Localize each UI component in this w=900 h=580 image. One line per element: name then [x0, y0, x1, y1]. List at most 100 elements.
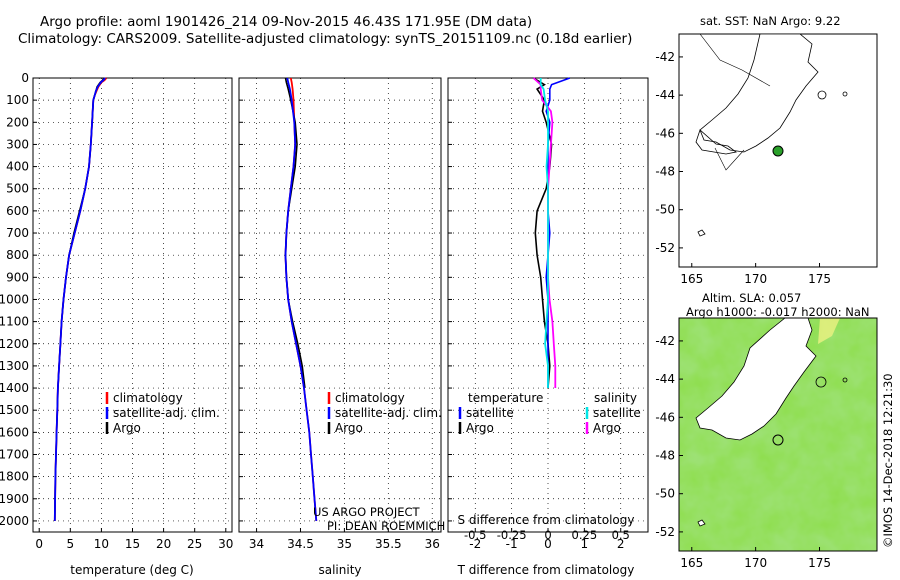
difference-legend-temp-satellite-label: satellite [466, 406, 514, 420]
sla-map-frame [678, 317, 878, 552]
temperature-legend-climatology-label: climatology [113, 391, 183, 405]
temperature-ytick-label: 300 [6, 137, 29, 151]
sla-argo-marker [772, 434, 784, 446]
temperature-ytick-label: 200 [6, 115, 29, 129]
difference-xtick-label: 1 [581, 537, 589, 551]
difference-xtick-label: -1 [506, 537, 518, 551]
temperature-ytick-label: 1100 [0, 315, 29, 329]
figure-title-line1: Argo profile: aoml 1901426_214 09-Nov-20… [40, 14, 532, 30]
sla-map-xtick-label: 170 [744, 556, 767, 570]
difference-s-tick-label: 0.25 [572, 528, 598, 542]
temperature-ytick-label: 1700 [0, 447, 29, 461]
sst-map-coastline [690, 34, 848, 237]
temperature-ytick-label: 1800 [0, 470, 29, 484]
salinity-xtick-label: 36 [425, 537, 440, 551]
temperature-xtick-label: 10 [94, 537, 109, 551]
sla-map-title-line2: Argo h1000: -0.017 h2000: NaN [686, 305, 870, 319]
sst-map-ytick-label: -48 [655, 165, 675, 179]
salinity-xtick-label: 34 [249, 537, 264, 551]
salinity-legend-argo-label: Argo [335, 421, 363, 435]
sst-map-panel: sat. SST: NaN Argo: 9.22 165 170 175 -42 -44… [655, 14, 878, 286]
difference-legend-sal-argo-label: Argo [593, 421, 621, 435]
temperature-ytick-label: 1900 [0, 492, 29, 506]
difference-temp-argo-line [533, 77, 553, 389]
imos-credit: ©IMOS 14-Dec-2018 12:21:30 [881, 373, 895, 548]
pi-credit: PI: DEAN ROEMMICH [327, 519, 445, 533]
temperature-ytick-label: 1300 [0, 359, 29, 373]
difference-s-xlabel: S difference from climatology [458, 513, 635, 527]
temperature-ytick-label: 500 [6, 182, 29, 196]
difference-t-xlabel: T difference from climatology [457, 563, 635, 577]
sla-map-ytick-label: -50 [655, 487, 675, 501]
sla-map-panel: Altim. SLA: 0.057 Argo h1000: -0.017 h20… [655, 291, 895, 570]
temperature-argo-line [54, 77, 105, 521]
sla-map-ytick-label: -42 [655, 334, 675, 348]
salinity-xtick-label: 35.5 [375, 537, 402, 551]
temperature-xtick-label: 20 [156, 537, 171, 551]
temperature-satellite-line [53, 77, 106, 521]
difference-frame [447, 77, 649, 533]
sla-map-axes: 165 170 175 -42 -44 -46 -48 -50 -52 [655, 334, 831, 570]
sst-map-ytick-label: -42 [655, 50, 675, 64]
sst-map-ytick-label: -46 [655, 126, 675, 140]
temperature-ytick-label: 2000 [0, 514, 29, 528]
temperature-xtick-label: 5 [66, 537, 74, 551]
sla-field [679, 318, 877, 551]
temperature-ytick-label: 600 [6, 204, 29, 218]
sla-map-ytick-label: -52 [655, 525, 675, 539]
temperature-ytick-label: 100 [6, 93, 29, 107]
argo-location-marker [772, 145, 784, 157]
salinity-xtick-label: 35 [337, 537, 352, 551]
sst-map-ytick-label: -44 [655, 88, 675, 102]
temperature-legend-satellite-label: satellite-adj. clim. [113, 406, 220, 420]
temperature-ytick-label: 0 [21, 71, 29, 85]
difference-s-tick-label: 0.5 [612, 528, 630, 542]
sst-map-axes: 165 170 175 -42 -44 -46 -48 -50 -52 [655, 50, 831, 286]
temperature-xtick-label: 15 [125, 537, 140, 551]
sla-map-xtick-label: 175 [808, 556, 831, 570]
temperature-ytick-label: 800 [6, 248, 29, 262]
sla-map-ytick-label: -48 [655, 449, 675, 463]
figure-title-line2: Climatology: CARS2009. Satellite-adjuste… [18, 31, 632, 47]
temperature-ytick-label: 1000 [0, 292, 29, 306]
sla-map-ytick-label: -46 [655, 410, 675, 424]
temperature-ytick-label: 1400 [0, 381, 29, 395]
salinity-xtick-label: 34.5 [287, 537, 314, 551]
sla-map-ytick-label: -44 [655, 372, 675, 386]
difference-legend-sal-satellite-label: satellite [593, 406, 641, 420]
difference-xtick-label: -2 [469, 537, 481, 551]
sst-map-title: sat. SST: NaN Argo: 9.22 [700, 14, 841, 28]
temperature-frame [32, 77, 233, 533]
salinity-satellite-line [284, 77, 318, 521]
difference-legend-temp-argo-label: Argo [466, 421, 494, 435]
temperature-ytick-label: 400 [6, 160, 29, 174]
temperature-legend-argo-label: Argo [113, 421, 141, 435]
temperature-xlabel: temperature (deg C) [70, 563, 193, 577]
sla-map-xtick-label: 165 [680, 556, 703, 570]
sst-map-xtick-label: 170 [744, 272, 767, 286]
temperature-xtick-label: 30 [218, 537, 233, 551]
difference-s-tick-label: -0.5 [464, 528, 486, 542]
temperature-panel: 0 5 10 15 20 25 300100200300400500600700800900… [0, 71, 233, 577]
salinity-panel: 34 34.5 35 35.5 36 salinity climatologysatelli… [238, 77, 445, 577]
difference-xtick-label: 2 [617, 537, 625, 551]
salinity-legend-climatology-label: climatology [335, 391, 405, 405]
sst-map-xtick-label: 165 [680, 272, 703, 286]
temperature-xtick-label: 0 [35, 537, 43, 551]
difference-panel: -2 -1 0 1 2 -0.5 -0.25 0 0.25 0.5S difference fro… [447, 77, 649, 577]
difference-s-tick-label: 0 [544, 528, 551, 542]
salinity-legend-satellite-label: satellite-adj. clim. [335, 406, 442, 420]
sst-map-ytick-label: -52 [655, 241, 675, 255]
difference-s-tick-label: -0.25 [497, 528, 527, 542]
difference-legend-salinity-title: salinity [594, 391, 637, 405]
sst-map-xtick-label: 175 [808, 272, 831, 286]
salinity-xlabel: salinity [318, 563, 361, 577]
sla-map-title-line1: Altim. SLA: 0.057 [702, 291, 801, 305]
temperature-xtick-label: 25 [187, 537, 202, 551]
project-credit: US ARGO PROJECT [313, 505, 421, 519]
temperature-ytick-label: 1200 [0, 337, 29, 351]
sla-map-coastline [695, 318, 848, 527]
difference-xtick-label: 0 [544, 537, 552, 551]
difference-sal-satellite-line [539, 78, 549, 388]
